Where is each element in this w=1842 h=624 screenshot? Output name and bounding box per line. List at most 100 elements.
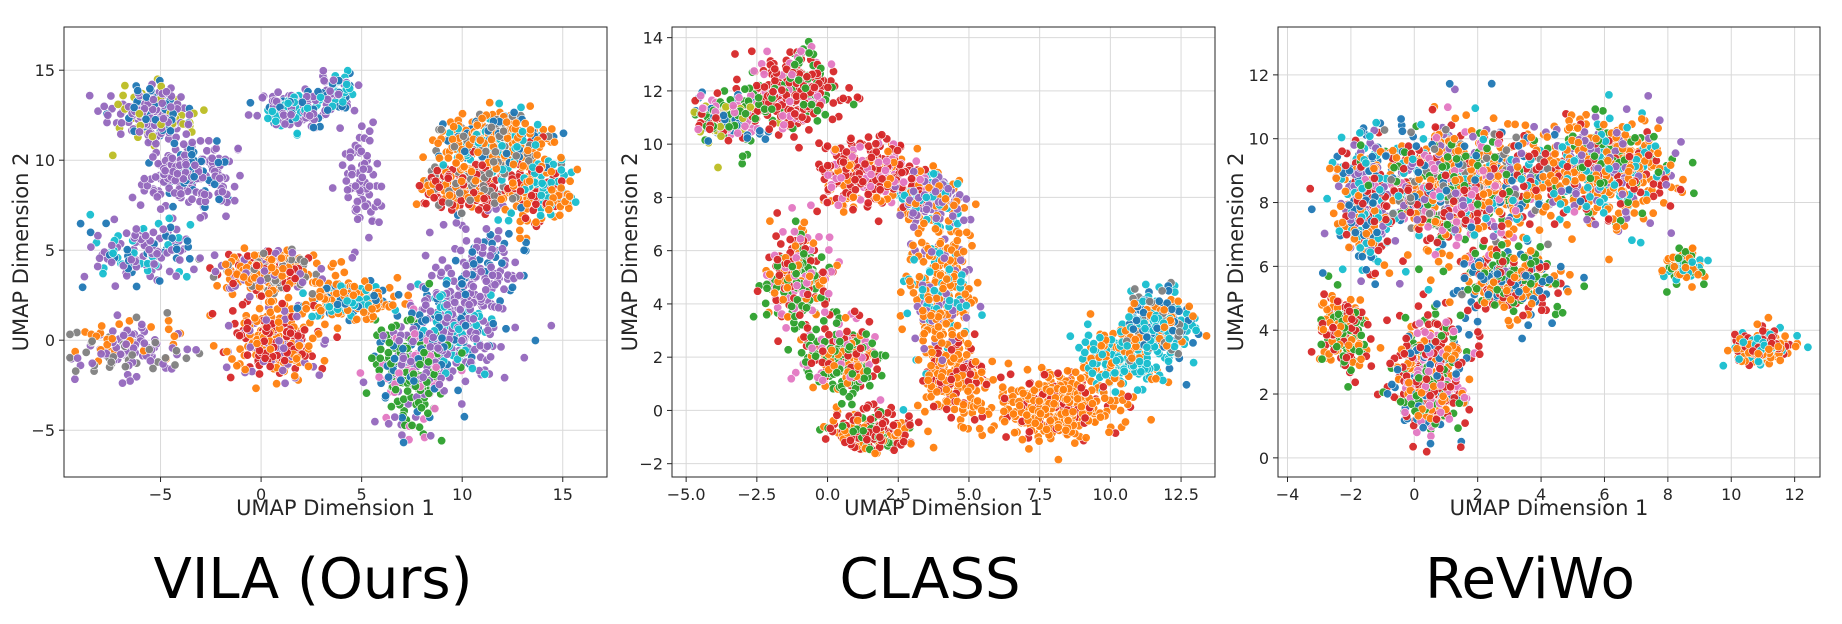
scatter-point: [343, 185, 353, 195]
scatter-point: [71, 366, 81, 376]
scatter-point: [145, 84, 155, 94]
scatter-point: [489, 157, 499, 167]
scatter-point: [181, 353, 191, 363]
scatter-point: [572, 165, 582, 175]
scatter-point: [97, 321, 107, 331]
scatter-point: [364, 233, 374, 243]
scatter-point: [460, 376, 470, 386]
scatter-point: [439, 220, 449, 230]
scatter-point: [162, 308, 172, 318]
scatter-point: [106, 91, 116, 101]
scatter-point: [531, 199, 541, 209]
scatter-point: [437, 255, 447, 265]
scatter-point: [898, 405, 908, 415]
scatter-point: [448, 134, 458, 144]
scatter-point: [182, 272, 192, 282]
scatter-point: [114, 319, 124, 329]
x-tick-label: −5: [149, 485, 173, 504]
scatter-point: [441, 279, 451, 289]
scatter-point: [438, 160, 448, 170]
scatter-point: [108, 326, 118, 336]
scatter-point: [150, 337, 160, 347]
scatter-point: [158, 114, 168, 124]
scatter-point: [723, 136, 733, 146]
scatter-point: [434, 312, 444, 322]
scatter-point: [149, 259, 159, 269]
scatter-point: [806, 200, 816, 210]
scatter-point: [547, 185, 557, 195]
scatter-point: [332, 332, 342, 342]
scatter-point: [260, 353, 270, 363]
scatter-point: [290, 371, 300, 381]
scatter-point: [277, 299, 287, 309]
scatter-point: [315, 292, 325, 302]
scatter-point: [244, 110, 254, 120]
scatter-point: [426, 306, 436, 316]
scatter-point: [375, 353, 385, 363]
scatter-point: [773, 336, 783, 346]
scatter-point: [166, 126, 176, 136]
scatter-point: [374, 372, 384, 382]
scatter-point: [436, 267, 446, 277]
scatter-point: [374, 217, 384, 227]
scatter-point: [120, 362, 130, 372]
scatter-point: [279, 343, 289, 353]
scatter-point: [791, 216, 801, 226]
scatter-point: [833, 200, 843, 210]
scatter-point: [239, 272, 249, 282]
scatter-point: [118, 378, 128, 388]
scatter-point: [975, 424, 985, 434]
scatter-point: [319, 356, 329, 366]
scatter-point: [132, 281, 142, 291]
scatter-point: [977, 310, 987, 320]
scatter-point: [122, 228, 132, 238]
scatter-point: [360, 201, 370, 211]
scatter-point: [183, 236, 193, 246]
scatter-point: [511, 118, 521, 128]
scatter-point: [502, 149, 512, 159]
scatter-point: [486, 352, 496, 362]
scatter-point: [493, 215, 503, 225]
scatter-point: [176, 189, 186, 199]
scatter-point: [406, 282, 416, 292]
scatter-point: [294, 341, 304, 351]
scatter-point: [387, 322, 397, 332]
scatter-point: [316, 92, 326, 102]
scatter-point: [522, 199, 532, 209]
scatter-point: [136, 200, 146, 210]
y-axis-label: UMAP Dimension 2: [9, 153, 33, 352]
scatter-point: [434, 182, 444, 192]
scatter-point: [315, 278, 325, 288]
scatter-point: [565, 176, 575, 186]
scatter-point: [112, 310, 122, 320]
scatter-point: [202, 146, 212, 156]
scatter-point: [823, 82, 833, 92]
scatter-point: [396, 375, 406, 385]
scatter-point: [156, 204, 166, 214]
scatter-point: [364, 282, 374, 292]
scatter-point: [257, 93, 267, 103]
scatter-point: [534, 164, 544, 174]
scatter-point: [158, 224, 168, 234]
scatter-point: [442, 300, 452, 310]
scatter-point: [761, 298, 771, 308]
scatter-point: [410, 329, 420, 339]
scatter-point: [131, 224, 141, 234]
scatter-point: [265, 344, 275, 354]
scatter-point: [408, 336, 418, 346]
scatter-point: [148, 132, 158, 142]
scatter-point: [1188, 338, 1198, 348]
scatter-point: [87, 358, 97, 368]
scatter-point: [423, 357, 433, 367]
scatter-point: [285, 267, 295, 277]
scatter-point: [343, 192, 353, 202]
scatter-point: [412, 199, 422, 209]
scatter-point: [415, 359, 425, 369]
scatter-point: [103, 110, 113, 120]
scatter-point: [839, 207, 849, 217]
scatter-point: [141, 231, 151, 241]
scatter-point: [713, 163, 723, 173]
scatter-point: [461, 260, 471, 270]
scatter-point: [533, 120, 543, 130]
